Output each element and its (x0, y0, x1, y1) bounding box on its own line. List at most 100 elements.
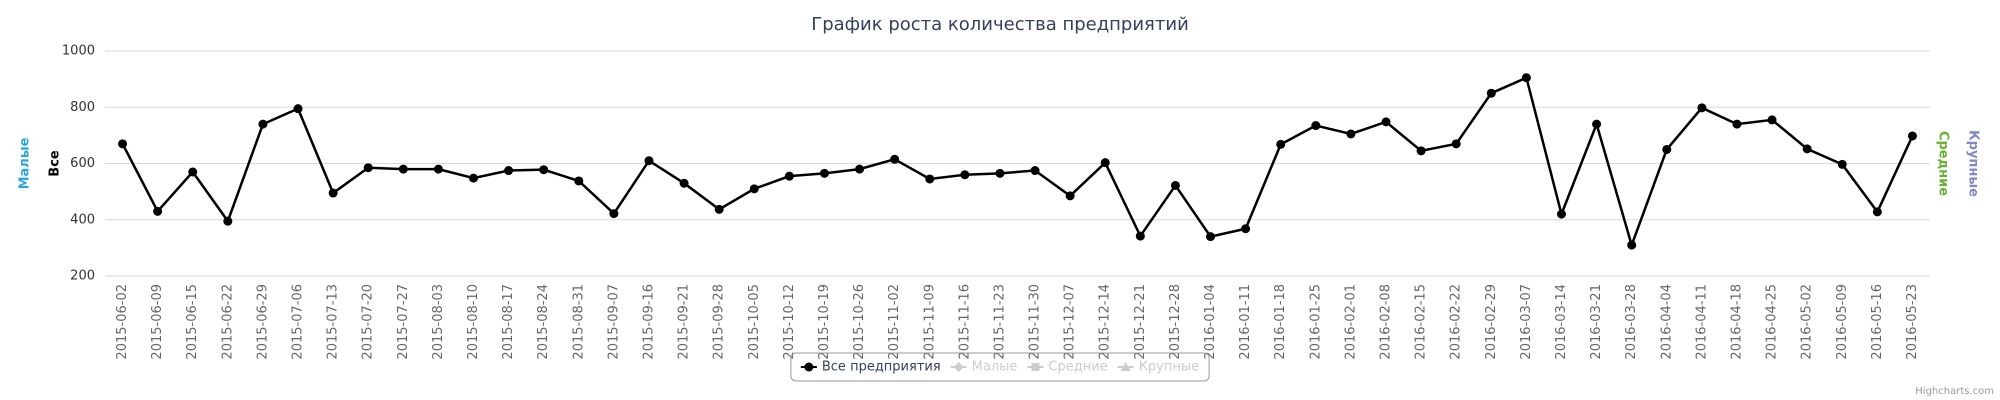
point-marker (925, 174, 935, 184)
point-marker (714, 204, 724, 214)
point-marker (1521, 73, 1531, 83)
point-marker (1837, 159, 1847, 169)
x-tick-label: 2015-11-02 (887, 284, 902, 360)
x-tick-label: 2015-06-29 (255, 284, 270, 360)
x-tick-label: 2016-02-01 (1343, 284, 1358, 360)
x-tick-label: 2015-06-09 (150, 284, 165, 360)
x-tick-label: 2015-10-05 (747, 284, 762, 360)
legend-symbol (1120, 362, 1131, 371)
legend-label: Средние (1048, 360, 1107, 375)
legend-item[interactable]: Средние (1027, 360, 1108, 375)
x-tick-label: 2015-08-03 (431, 284, 446, 360)
x-tick-label: 2016-01-18 (1273, 284, 1288, 360)
credits[interactable]: Highcharts.com (1915, 386, 1994, 397)
x-tick-label: 2016-03-07 (1519, 284, 1534, 360)
x-tick-label: 2015-11-30 (1028, 284, 1043, 360)
point-marker (1135, 231, 1145, 241)
point-marker (539, 165, 549, 175)
x-tick-label: 2015-12-28 (1168, 284, 1183, 360)
x-tick-label: 2015-11-09 (922, 284, 937, 360)
point-marker (1662, 144, 1672, 154)
x-tick-label: 2016-04-25 (1765, 284, 1780, 360)
point-marker (1381, 117, 1391, 127)
point-marker (1451, 139, 1461, 149)
x-tick-label: 2015-10-19 (817, 284, 832, 360)
point-marker (433, 164, 443, 174)
point-marker (1416, 146, 1426, 156)
x-tick-label: 2015-12-21 (1133, 284, 1148, 360)
x-tick-label: 2015-06-02 (115, 284, 130, 360)
point-marker (1802, 144, 1812, 154)
chart-title: График роста количества предприятий (811, 14, 1189, 35)
point-marker (960, 170, 970, 180)
point-marker (1241, 224, 1251, 234)
legend-item[interactable]: Крупные (1117, 360, 1199, 375)
point-marker (504, 166, 514, 176)
point-marker (293, 104, 303, 114)
point-marker (574, 176, 584, 186)
x-tick-label: 2015-08-17 (501, 284, 516, 360)
point-marker (784, 171, 794, 181)
point-marker (1065, 191, 1075, 201)
legend-label: Крупные (1139, 360, 1199, 375)
x-tick-label: 2015-10-12 (782, 284, 797, 360)
x-tick-label: 2015-12-07 (1063, 284, 1078, 360)
y-axis-title: Крупные (1966, 130, 1981, 197)
point-marker (819, 168, 829, 178)
point-marker (188, 167, 198, 177)
point-marker (890, 154, 900, 164)
point-marker (1030, 166, 1040, 176)
point-marker (1592, 119, 1602, 129)
legend-label: Все предприятия (822, 360, 941, 375)
point-marker (1907, 131, 1917, 141)
legend-item[interactable]: Малые (950, 360, 1018, 375)
point-marker (1206, 232, 1216, 242)
x-tick-label: 2016-02-22 (1449, 284, 1464, 360)
point-marker (1100, 158, 1110, 168)
point-marker (363, 163, 373, 173)
x-tick-label: 2015-11-16 (957, 284, 972, 360)
point-marker (223, 216, 233, 226)
y-tick-label: 1000 (62, 44, 95, 59)
legend: Все предприятия Малые Средние Крупные (790, 352, 1210, 382)
point-marker (1732, 119, 1742, 129)
x-tick-label: 2015-07-06 (291, 284, 306, 360)
x-tick-label: 2016-02-29 (1484, 284, 1499, 360)
point-marker (609, 209, 619, 219)
x-tick-label: 2015-10-26 (852, 284, 867, 360)
legend-symbol (804, 362, 814, 372)
x-tick-label: 2016-01-11 (1238, 284, 1253, 360)
x-tick-label: 2015-07-20 (361, 284, 376, 360)
point-marker (1486, 88, 1496, 98)
legend-item[interactable]: Все предприятия (800, 360, 941, 375)
x-tick-label: 2016-01-25 (1308, 284, 1323, 360)
y-tick-label: 400 (70, 212, 95, 227)
legend-symbol (1031, 363, 1040, 371)
point-marker (118, 139, 128, 149)
x-tick-label: 2016-03-21 (1589, 284, 1604, 360)
x-tick-label: 2015-09-21 (677, 284, 692, 360)
point-marker (153, 206, 163, 216)
y-tick-label: 800 (70, 100, 95, 115)
point-marker (398, 164, 408, 174)
point-marker (1170, 180, 1180, 190)
x-tick-label: 2015-11-23 (992, 284, 1007, 360)
point-marker (749, 184, 759, 194)
x-tick-label: 2016-04-18 (1729, 284, 1744, 360)
x-tick-label: 2016-05-09 (1835, 284, 1850, 360)
point-marker (1346, 129, 1356, 139)
x-tick-label: 2015-08-10 (466, 284, 481, 360)
y-axis-title: Малые (18, 137, 33, 189)
x-tick-label: 2016-04-11 (1694, 284, 1709, 360)
x-tick-label: 2016-05-16 (1870, 284, 1885, 360)
point-marker (1767, 115, 1777, 125)
x-tick-label: 2016-05-02 (1800, 284, 1815, 360)
point-marker (644, 156, 654, 166)
x-tick-label: 2016-01-04 (1203, 284, 1218, 360)
point-marker (1697, 103, 1707, 113)
series-line (121, 75, 1914, 250)
x-tick-label: 2016-02-08 (1379, 284, 1394, 360)
x-tick-label: 2015-09-28 (712, 284, 727, 360)
legend-label: Малые (972, 360, 1018, 375)
